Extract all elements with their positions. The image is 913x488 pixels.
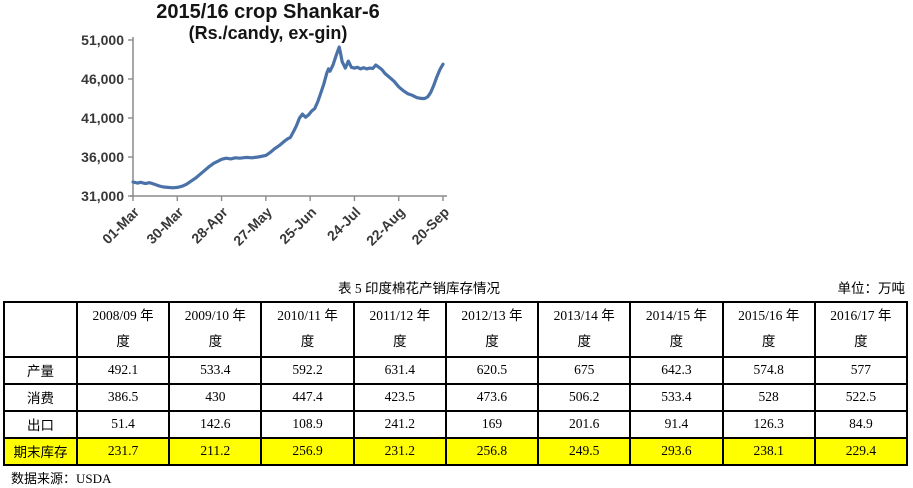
value-cell: 506.2 xyxy=(537,382,632,412)
value-cell: 631.4 xyxy=(352,355,447,385)
value-cell: 241.2 xyxy=(352,409,447,439)
x-axis-label: 24-Jul xyxy=(324,204,364,244)
price-chart: 2015/16 crop Shankar-6 (Rs./candy, ex-gi… xyxy=(0,0,470,262)
table-row: 消费 386.5 430 447.4 423.5 473.6 506.2 533.4 528 52… xyxy=(3,382,909,412)
value-cell: 211.2 xyxy=(168,436,263,466)
value-cell: 430 xyxy=(168,382,263,412)
year-header: 2013/14 年 度 xyxy=(537,301,632,358)
value-cell: 84.9 xyxy=(813,409,909,439)
y-axis: 31,000 36,000 41,000 46,000 51,000 xyxy=(81,32,133,204)
value-cell: 533.4 xyxy=(168,355,263,385)
price-line xyxy=(131,45,445,190)
value-cell: 386.5 xyxy=(75,382,171,412)
value-cell: 528 xyxy=(721,382,816,412)
value-cell: 126.3 xyxy=(721,409,816,439)
value-cell: 169 xyxy=(444,409,540,439)
x-axis-label: 20-Sep xyxy=(408,204,452,248)
y-axis-label: 36,000 xyxy=(81,149,124,165)
x-axis: 01-Mar 30-Mar 28-Apr 27-May 25-Jun 24-Jul 22-A… xyxy=(99,196,452,249)
value-cell: 447.4 xyxy=(260,382,355,412)
year-header: 2015/16 年 度 xyxy=(721,301,816,358)
y-axis-label: 51,000 xyxy=(81,32,124,48)
y-axis-label: 46,000 xyxy=(81,71,124,87)
value-cell: 577 xyxy=(813,355,909,385)
table-row: 出口 51.4 142.6 108.9 241.2 169 201.6 91.4 126.3 84… xyxy=(3,409,909,439)
value-cell: 238.1 xyxy=(721,436,816,466)
row-label: 产量 xyxy=(3,355,78,385)
value-cell: 522.5 xyxy=(813,382,909,412)
price-chart-svg: 2015/16 crop Shankar-6 (Rs./candy, ex-gi… xyxy=(81,1,452,249)
x-axis-label: 25-Jun xyxy=(276,204,319,247)
year-header: 2016/17 年 度 xyxy=(813,301,909,358)
value-cell: 533.4 xyxy=(629,382,724,412)
row-label: 消费 xyxy=(3,382,78,412)
value-cell: 256.9 xyxy=(260,436,355,466)
value-cell: 231.7 xyxy=(75,436,171,466)
value-cell: 231.2 xyxy=(352,436,447,466)
cotton-table: 2008/09 年 度 2009/10 年 度 2010/11 年 度 2011/12… xyxy=(3,301,909,466)
value-cell: 293.6 xyxy=(629,436,724,466)
value-cell: 574.8 xyxy=(721,355,816,385)
table-row-highlight: 期末库存 231.7 211.2 256.9 231.2 256.8 249.5 293.6 2… xyxy=(3,436,909,466)
year-header: 2009/10 年 度 xyxy=(168,301,263,358)
table-header-row: 2008/09 年 度 2009/10 年 度 2010/11 年 度 2011/12… xyxy=(3,301,909,358)
source-note: 数据来源：USDA xyxy=(11,471,112,486)
corner-cell xyxy=(3,301,78,358)
year-header: 2011/12 年 度 xyxy=(352,301,447,358)
x-axis-label: 27-May xyxy=(230,204,275,249)
value-cell: 675 xyxy=(537,355,632,385)
value-cell: 473.6 xyxy=(444,382,540,412)
x-axis-label: 22-Aug xyxy=(363,204,408,249)
value-cell: 492.1 xyxy=(75,355,171,385)
y-axis-label: 41,000 xyxy=(81,110,124,126)
value-cell: 142.6 xyxy=(168,409,263,439)
year-header: 2012/13 年 度 xyxy=(444,301,540,358)
table-caption: 表 5 印度棉花产销库存情况 xyxy=(338,281,500,296)
year-header: 2014/15 年 度 xyxy=(629,301,724,358)
value-cell: 592.2 xyxy=(260,355,355,385)
year-header: 2010/11 年 度 xyxy=(260,301,355,358)
value-cell: 91.4 xyxy=(629,409,724,439)
x-axis-label: 01-Mar xyxy=(99,203,143,247)
chart-subtitle: (Rs./candy, ex-gin) xyxy=(189,23,348,43)
table-row: 产量 492.1 533.4 592.2 631.4 620.5 675 642.3 574.8… xyxy=(3,355,909,385)
value-cell: 201.6 xyxy=(537,409,632,439)
value-cell: 256.8 xyxy=(444,436,540,466)
row-label: 期末库存 xyxy=(3,436,78,466)
chart-title: 2015/16 crop Shankar-6 xyxy=(156,1,379,23)
table-caption-row: 表 5 印度棉花产销库存情况 单位：万吨 xyxy=(0,270,913,300)
x-axis-label: 30-Mar xyxy=(143,203,187,247)
row-label: 出口 xyxy=(3,409,78,439)
x-axis-label: 28-Apr xyxy=(188,203,231,246)
value-cell: 108.9 xyxy=(260,409,355,439)
value-cell: 423.5 xyxy=(352,382,447,412)
value-cell: 229.4 xyxy=(813,436,909,466)
value-cell: 620.5 xyxy=(444,355,540,385)
unit-label: 单位：万吨 xyxy=(837,281,906,296)
year-header: 2008/09 年 度 xyxy=(75,301,171,358)
value-cell: 249.5 xyxy=(537,436,632,466)
value-cell: 642.3 xyxy=(629,355,724,385)
y-axis-label: 31,000 xyxy=(81,188,124,204)
value-cell: 51.4 xyxy=(75,409,171,439)
